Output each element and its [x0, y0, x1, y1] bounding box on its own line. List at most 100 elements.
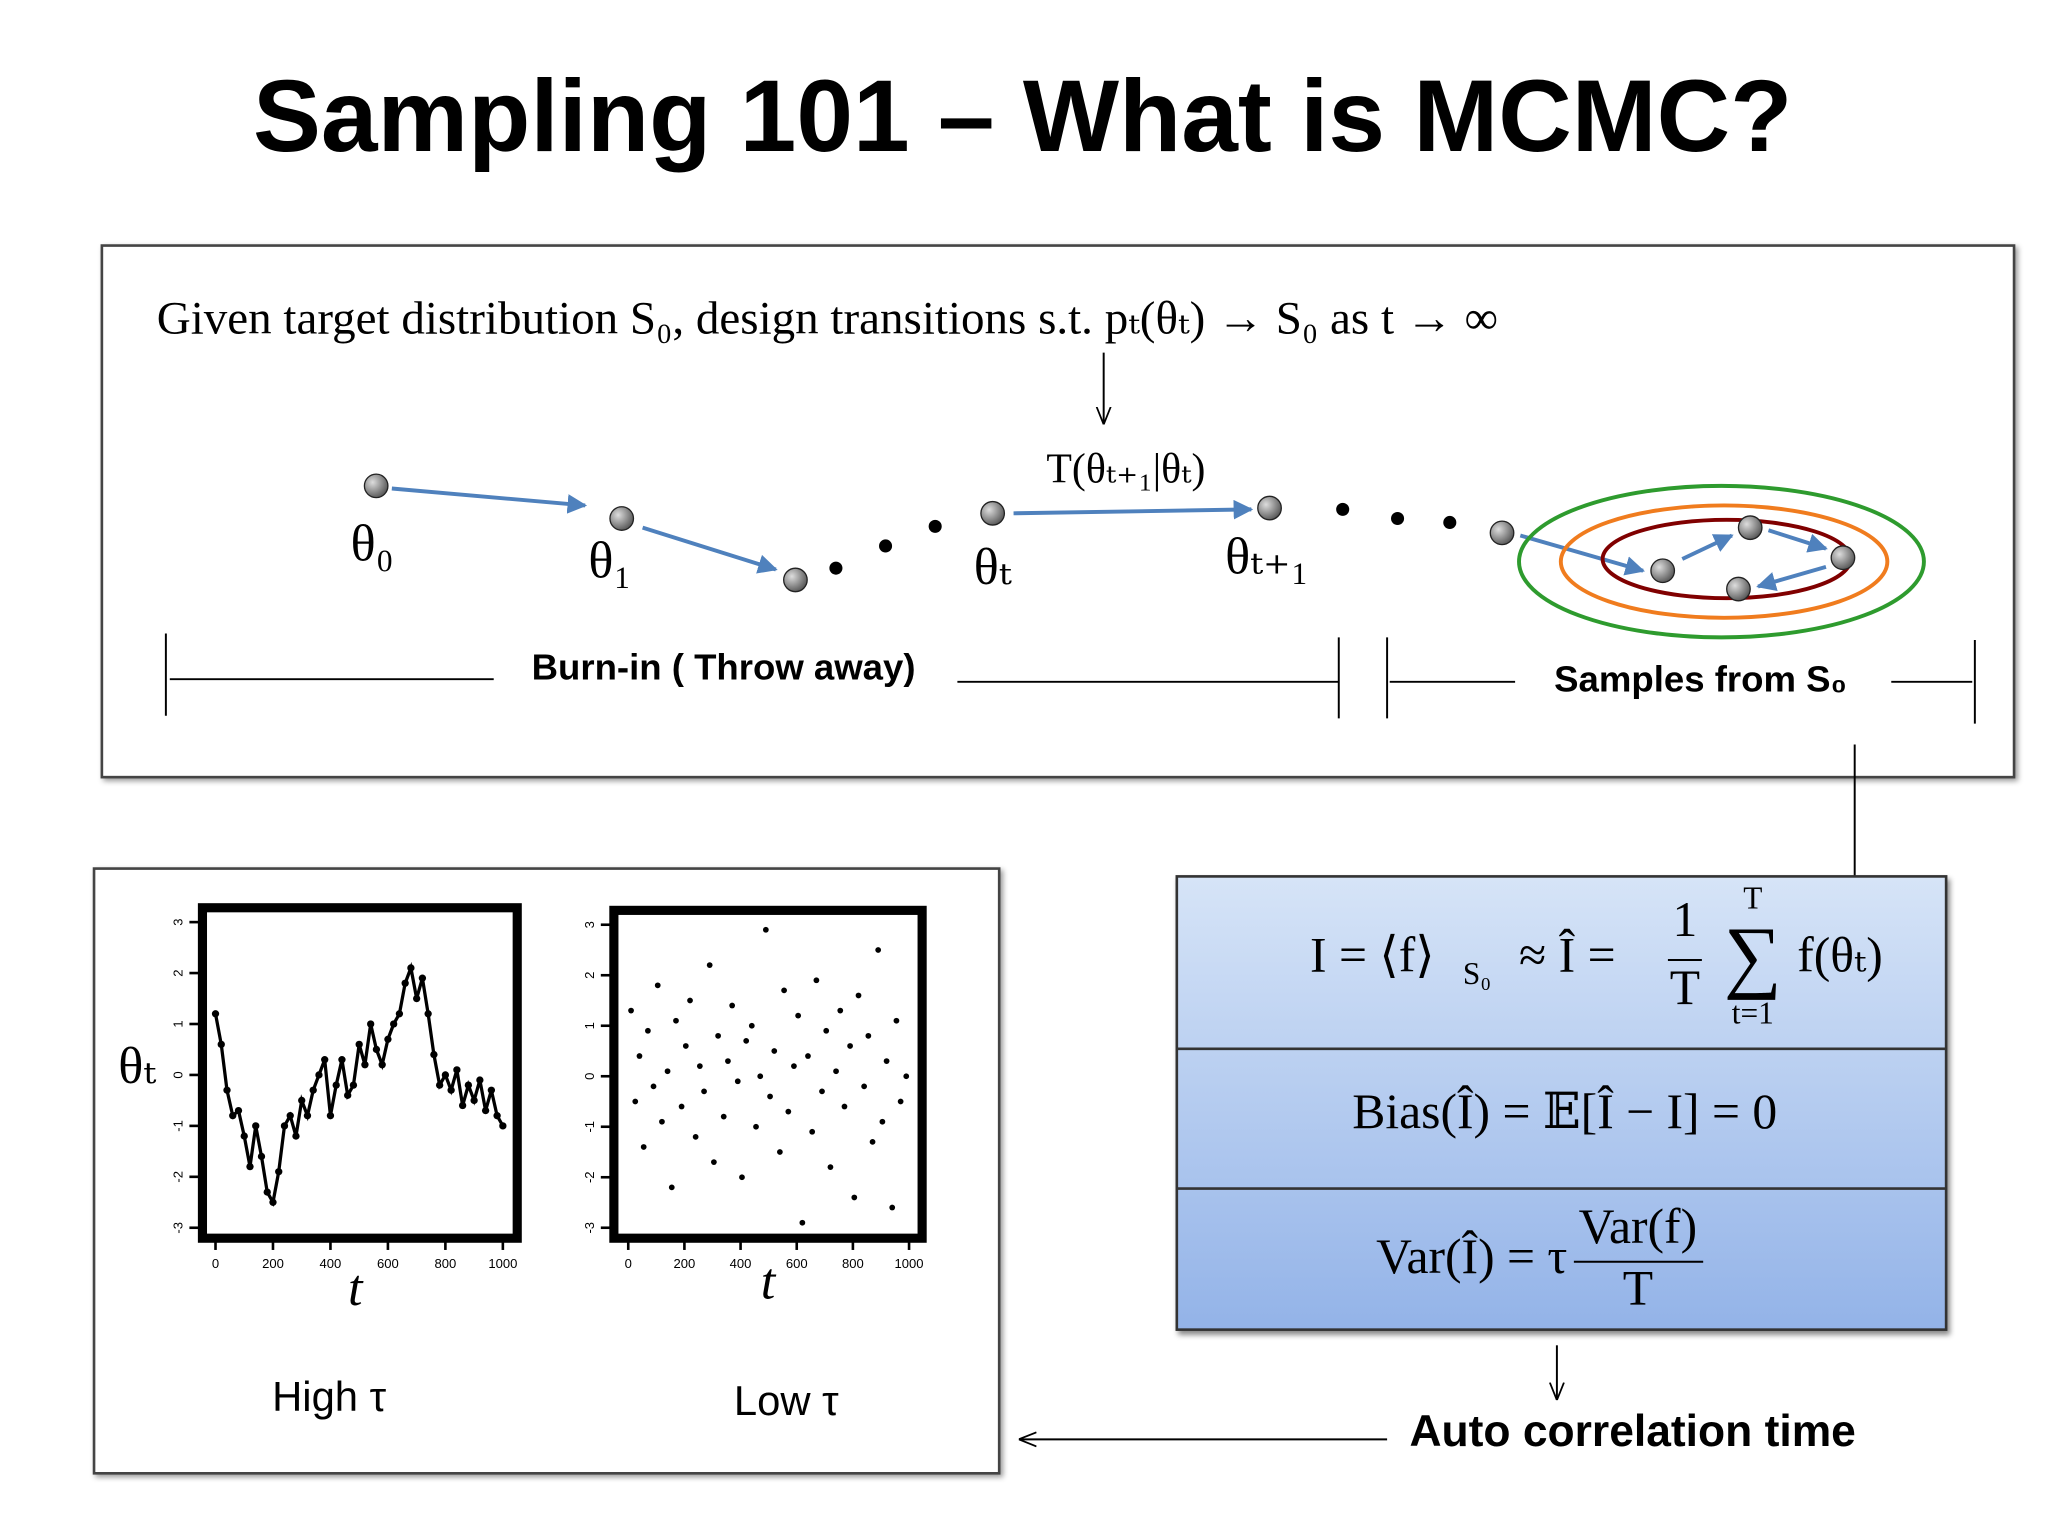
- data-point: [636, 1053, 643, 1059]
- data-point: [229, 1112, 237, 1120]
- data-point: [384, 1035, 392, 1043]
- data-point: [447, 1086, 455, 1094]
- data-point: [640, 1144, 647, 1150]
- data-point: [326, 1112, 335, 1120]
- data-point: [493, 1112, 501, 1120]
- data-point: [361, 1061, 369, 1069]
- data-point: [847, 1043, 853, 1049]
- formula-text: ≈ Î =: [1519, 927, 1616, 982]
- plot-caption: Low τ: [734, 1377, 839, 1424]
- data-point: [401, 979, 409, 987]
- data-point: [743, 1038, 750, 1044]
- data-point: [487, 1086, 496, 1094]
- plot-caption: High τ: [272, 1373, 387, 1420]
- data-point: [309, 1086, 317, 1094]
- data-point: [883, 1058, 890, 1064]
- states: [363, 473, 1856, 602]
- data-point: [711, 1159, 717, 1165]
- data-point: [240, 1132, 248, 1140]
- y-tick-label: -2: [582, 1171, 597, 1183]
- arrow: [391, 486, 588, 514]
- y-tick-label: 1: [170, 1020, 185, 1027]
- data-point: [879, 1118, 886, 1125]
- plot-frame: [197, 903, 522, 1243]
- data-point: [321, 1056, 329, 1064]
- variance-formula: Var(Î) = τ Var(f) T: [1376, 1199, 1704, 1315]
- contour: [1517, 483, 1926, 640]
- arrow: [1681, 533, 1734, 561]
- state: [363, 473, 389, 499]
- formula-text: t=1: [1732, 995, 1774, 1030]
- data-point: [435, 1081, 444, 1089]
- data-point: [823, 1027, 830, 1034]
- data-point: [344, 1091, 352, 1099]
- y-tick-label: 2: [582, 972, 597, 979]
- state-label: θₜ: [974, 538, 1012, 596]
- x-tick-label: 200: [262, 1256, 284, 1271]
- data-point: [777, 1149, 783, 1155]
- y-tick-label: 3: [170, 918, 185, 925]
- data-point: [841, 1103, 848, 1110]
- data-point: [706, 962, 713, 969]
- mean-formula: I = ⟨f⟩ S₀ ≈ Î = 1 T ∑ T t=1 f(θₜ): [1310, 880, 1883, 1030]
- x-tick-label: 1000: [895, 1256, 924, 1271]
- data-point: [767, 1093, 773, 1100]
- y-tick-label: 1: [582, 1022, 597, 1029]
- data-point: [851, 1194, 858, 1201]
- arrow: [1756, 564, 1827, 591]
- formula-text: T: [1743, 880, 1762, 915]
- x-tick-label: 200: [674, 1256, 696, 1271]
- data-point: [725, 1058, 731, 1064]
- state: [1650, 558, 1676, 584]
- data-point: [692, 1133, 699, 1140]
- data-point: [837, 1007, 844, 1014]
- data-point: [903, 1073, 910, 1080]
- data-point: [499, 1122, 507, 1130]
- data-point: [893, 1017, 900, 1024]
- data-point: [412, 994, 421, 1003]
- x-axis-label: t: [348, 1259, 364, 1317]
- x-tick-label: 0: [212, 1256, 219, 1271]
- data-point: [650, 1083, 657, 1090]
- data-point: [470, 1096, 478, 1105]
- data-point: [753, 1123, 759, 1130]
- data-point: [739, 1174, 745, 1181]
- state: [609, 506, 635, 531]
- data-point: [809, 1128, 816, 1135]
- y-tick-label: -2: [170, 1171, 185, 1183]
- data-point: [628, 1007, 634, 1014]
- data-point: [795, 1012, 802, 1019]
- chain: [391, 486, 1828, 591]
- estimator-box: [1175, 875, 1948, 1331]
- arrow: [1013, 499, 1254, 520]
- y-tick-label: -3: [582, 1222, 597, 1234]
- data-point: [799, 1219, 806, 1226]
- data-point: [275, 1168, 283, 1176]
- data-point: [303, 1112, 312, 1120]
- x-axis-label: t: [761, 1253, 777, 1311]
- data-point: [234, 1106, 243, 1115]
- data-point: [441, 1071, 450, 1079]
- formula-text: T: [1623, 1260, 1653, 1315]
- data-point: [715, 1032, 721, 1039]
- data-point: [211, 1010, 220, 1018]
- data-point: [298, 1096, 306, 1105]
- data-point: [678, 1103, 685, 1110]
- data-point: [682, 1043, 689, 1049]
- data-point: [395, 1010, 404, 1018]
- formula-text: T: [1670, 960, 1700, 1015]
- data-point: [875, 947, 882, 953]
- state: [1737, 515, 1763, 541]
- formula-text: Var(Î) = τ: [1376, 1229, 1567, 1284]
- data-point: [729, 1002, 736, 1009]
- data-point: [696, 1063, 703, 1070]
- state-label: θ₁: [588, 532, 631, 590]
- data-point: [372, 1045, 381, 1054]
- data-point: [332, 1081, 340, 1089]
- data-point: [424, 1010, 432, 1018]
- data-point: [430, 1050, 438, 1059]
- data-point: [748, 1022, 755, 1029]
- data-point: [338, 1056, 346, 1064]
- note: Auto correlation time: [1409, 1407, 1855, 1456]
